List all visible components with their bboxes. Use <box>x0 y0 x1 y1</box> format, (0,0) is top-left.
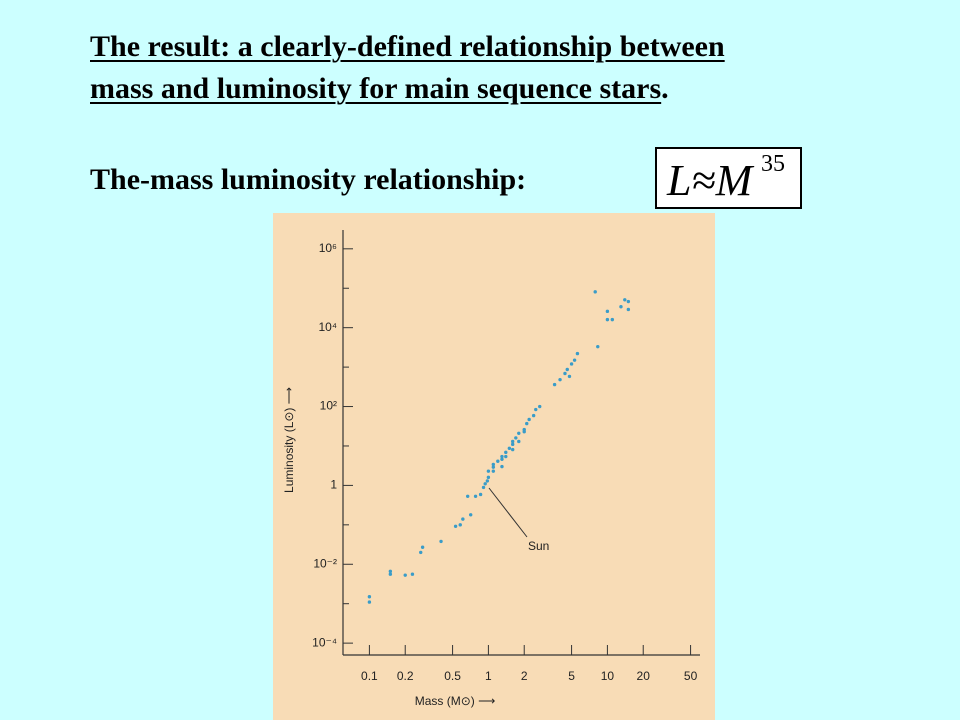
data-point <box>605 309 610 314</box>
x-tick-label: 0.1 <box>361 669 378 683</box>
data-point <box>596 344 600 349</box>
data-point <box>403 573 407 577</box>
y-tick-label: 10² <box>320 399 337 413</box>
data-point <box>610 317 615 322</box>
headline-end: . <box>661 72 669 105</box>
y-tick-label: 10⁻² <box>313 556 337 570</box>
data-point <box>567 374 572 379</box>
data-point <box>517 431 521 435</box>
data-point <box>514 436 518 440</box>
data-point <box>496 459 500 463</box>
x-tick-label: 20 <box>637 669 651 683</box>
formula-box: L≈M 35 <box>655 147 802 209</box>
data-point <box>510 447 515 452</box>
headline-text: The result: a clearly-defined relationsh… <box>90 30 725 63</box>
data-point <box>525 421 529 426</box>
data-point <box>510 442 515 447</box>
x-tick-label: 50 <box>684 669 698 683</box>
data-point <box>517 439 521 444</box>
data-point <box>453 524 458 528</box>
data-point <box>439 539 443 544</box>
data-point <box>534 407 538 412</box>
y-tick-label: 10⁻⁴ <box>312 635 337 649</box>
data-point <box>558 377 562 382</box>
x-tick-label: 1 <box>485 669 492 683</box>
y-axis-title: Luminosity (L⊙) ⟶ <box>282 387 296 493</box>
headline-text: mass and luminosity for main sequence st… <box>90 72 662 105</box>
data-point <box>605 317 610 322</box>
data-point <box>575 351 580 356</box>
data-point <box>466 494 470 498</box>
data-point <box>531 413 536 418</box>
data-point <box>504 450 508 455</box>
data-point <box>623 298 627 302</box>
data-point <box>522 430 526 434</box>
data-point <box>510 439 515 444</box>
formula-base: L≈M <box>667 156 753 205</box>
data-point <box>483 482 487 486</box>
data-point <box>419 550 423 555</box>
data-point <box>486 469 491 473</box>
subhead: The-mass luminosity relationship: <box>90 163 527 196</box>
data-point <box>410 572 415 576</box>
x-tick-label: 0.2 <box>397 669 414 683</box>
data-point <box>485 479 490 483</box>
data-point <box>486 475 491 480</box>
data-point <box>565 367 569 372</box>
data-point <box>500 454 504 459</box>
data-point <box>572 358 577 362</box>
annotation-line <box>488 487 528 538</box>
data-point <box>593 290 597 294</box>
data-point <box>504 454 508 459</box>
data-point <box>619 305 623 309</box>
annotation: Sun <box>528 539 549 553</box>
data-point <box>468 513 473 517</box>
x-axis-title: Mass (M⊙) ⟶ <box>415 694 496 708</box>
data-point <box>388 569 393 574</box>
data-point <box>478 492 483 497</box>
data-point <box>420 545 425 549</box>
y-tick-label: 10⁶ <box>319 241 337 255</box>
data-point <box>481 485 486 490</box>
data-point <box>507 446 512 451</box>
data-point <box>461 517 465 521</box>
x-tick-label: 5 <box>568 669 575 683</box>
data-point <box>458 523 462 527</box>
data-point <box>473 494 478 498</box>
data-point <box>527 417 531 422</box>
data-point <box>500 464 504 469</box>
x-tick-label: 2 <box>521 669 528 683</box>
data-point <box>491 465 496 469</box>
data-point <box>552 382 557 387</box>
data-point <box>563 371 567 376</box>
headline-line: The result: a clearly-defined relationsh… <box>90 30 725 64</box>
data-point <box>569 362 574 366</box>
data-point <box>491 462 496 467</box>
data-point <box>538 404 542 409</box>
y-tick-label: 1 <box>330 478 337 492</box>
data-point <box>388 572 393 576</box>
data-point <box>367 600 372 604</box>
formula-exponent: 35 <box>761 151 785 177</box>
x-tick-label: 10 <box>601 669 615 683</box>
data-point <box>491 469 496 473</box>
y-tick-label: 10⁴ <box>318 320 337 334</box>
data-point <box>626 299 631 304</box>
data-point <box>500 457 504 461</box>
data-point <box>626 307 631 312</box>
data-point <box>367 595 372 599</box>
x-tick-label: 0.5 <box>444 669 461 683</box>
headline-line: mass and luminosity for main sequence st… <box>90 72 669 106</box>
